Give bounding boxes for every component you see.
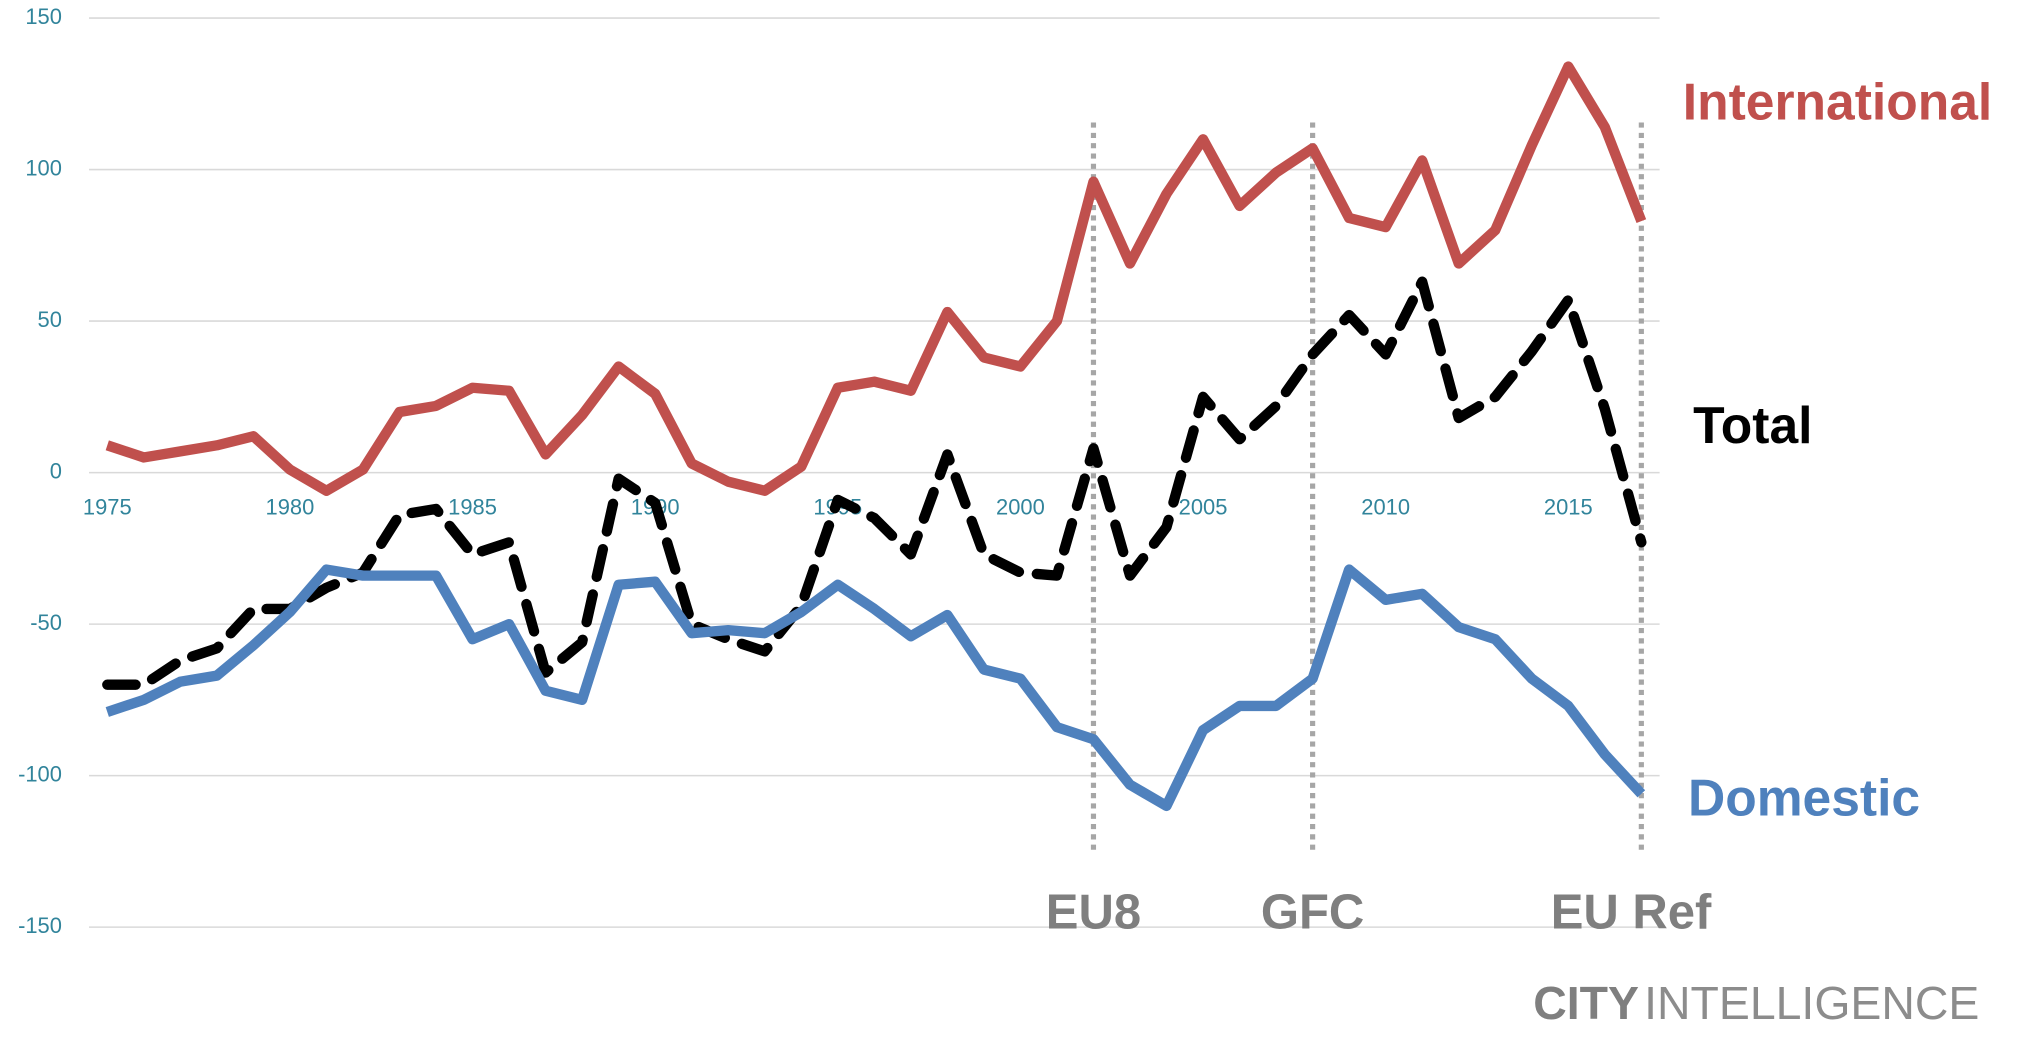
x-tick-label: 2010 [1361,494,1410,519]
series-line [105,61,1647,496]
series-label: Total [1693,396,1812,454]
y-tick-label: 50 [38,307,62,332]
y-tick-label: 0 [50,458,62,483]
series-line [105,564,1646,812]
event-label: GFC [1261,885,1364,939]
x-tick-label: 2000 [996,494,1045,519]
brand-light: INTELLIGENCE [1644,977,1979,1029]
x-tick-label: 1975 [83,494,132,519]
y-tick-label: -50 [30,610,62,635]
event-label: EU Ref [1551,885,1712,939]
x-tick-label: 1985 [448,494,497,519]
brand: CITY INTELLIGENCE [1533,977,1979,1029]
y-tick-label: -100 [18,761,62,786]
x-tick-label: 2005 [1179,494,1228,519]
x-tick-label: 2015 [1544,494,1593,519]
series-label: International [1683,72,1992,130]
y-tick-label: 150 [25,4,62,29]
series-label: Domestic [1688,769,1920,827]
brand-bold: CITY [1533,977,1639,1029]
event-label: EU8 [1046,885,1141,939]
y-tick-label: 100 [25,155,62,180]
x-tick-label: 1980 [266,494,315,519]
y-tick-label: -150 [18,913,62,938]
